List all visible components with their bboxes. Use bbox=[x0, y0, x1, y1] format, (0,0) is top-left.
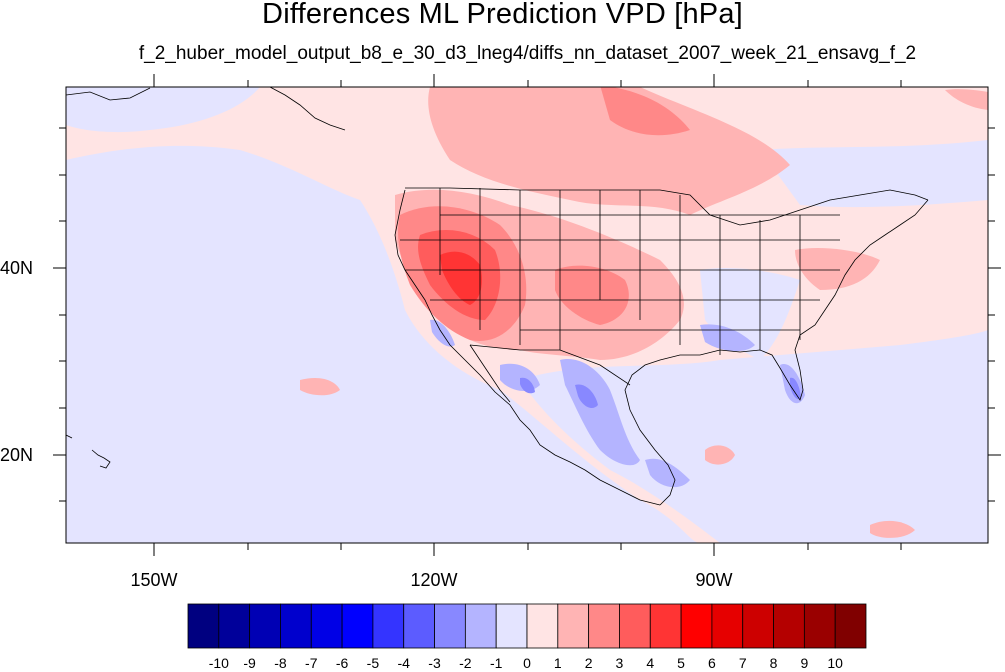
lon-label-120w: 120W bbox=[410, 570, 458, 590]
colorbar-tick-label: -2 bbox=[459, 655, 472, 671]
colorbar-swatch bbox=[310, 603, 343, 649]
colorbar-swatch bbox=[619, 603, 651, 649]
colorbar-tick-label: -10 bbox=[208, 655, 229, 671]
colorbar-tick-label: 2 bbox=[584, 655, 593, 671]
colorbar-tick-label: -4 bbox=[397, 655, 410, 671]
coastlines-and-borders bbox=[66, 87, 929, 506]
colorbar-tick-label: -1 bbox=[489, 655, 503, 671]
colorbar-swatch bbox=[588, 603, 620, 649]
colorbar-tick-label: 9 bbox=[800, 655, 809, 671]
colorbar-swatch bbox=[434, 603, 466, 649]
colorbar-tick-label: 0 bbox=[523, 655, 531, 671]
colorbar-tick-label: 10 bbox=[827, 655, 843, 671]
lon-label-150w: 150W bbox=[130, 570, 178, 590]
colorbar-swatch bbox=[649, 603, 682, 649]
colorbar-tick-label: -6 bbox=[335, 655, 349, 671]
colorbar-swatch bbox=[711, 603, 744, 649]
colorbar-tick-label: 8 bbox=[769, 655, 778, 671]
colorbar-swatch bbox=[249, 603, 281, 649]
map-frame bbox=[53, 74, 1001, 556]
colorbar-swatch bbox=[803, 603, 836, 649]
positive-max-regions bbox=[440, 251, 482, 305]
lat-label-40n: 40N bbox=[0, 258, 34, 278]
colorbar-tick-label: 7 bbox=[738, 655, 747, 671]
colorbar-tick-label: -9 bbox=[243, 655, 256, 671]
map-title: Differences ML Prediction VPD [hPa] bbox=[262, 0, 743, 30]
colorbar-swatch bbox=[834, 603, 867, 649]
colorbar-swatch bbox=[372, 603, 405, 649]
lat-label-20n: 20N bbox=[0, 445, 34, 465]
colorbar-swatch bbox=[403, 603, 435, 649]
colorbar-tick-label: -8 bbox=[274, 655, 287, 671]
axis-ticks bbox=[53, 74, 1001, 556]
vpd-difference-field bbox=[66, 87, 988, 543]
colorbar-swatch bbox=[218, 603, 251, 649]
colorbar-tick-label: 5 bbox=[677, 655, 685, 671]
colorbar-swatch bbox=[495, 603, 528, 649]
negative-strong-regions bbox=[520, 377, 801, 409]
colorbar-swatch bbox=[464, 603, 497, 649]
colorbar-swatch bbox=[526, 603, 559, 649]
lon-label-90w: 90W bbox=[695, 570, 733, 590]
colorbar-swatch bbox=[557, 603, 590, 649]
map-subtitle: f_2_huber_model_output_b8_e_30_d3_lneg4/… bbox=[138, 43, 917, 64]
negative-light-regions bbox=[66, 87, 988, 543]
colorbar-tick-label: 6 bbox=[708, 655, 716, 671]
colorbar-tick-label: -3 bbox=[428, 655, 441, 671]
colorbar-tick-label: 4 bbox=[646, 655, 655, 671]
colorbar bbox=[187, 603, 867, 649]
colorbar-swatch bbox=[742, 603, 774, 649]
colorbar-swatch bbox=[680, 603, 713, 649]
colorbar-tick-label: 3 bbox=[615, 655, 624, 671]
colorbar-tick-label: -7 bbox=[305, 655, 318, 671]
colorbar-swatch bbox=[187, 603, 220, 649]
colorbar-tick-label: -5 bbox=[366, 655, 380, 671]
colorbar-swatch bbox=[773, 603, 805, 649]
colorbar-tick-label: 1 bbox=[553, 655, 562, 671]
colorbar-swatch bbox=[341, 603, 374, 649]
colorbar-swatch bbox=[280, 603, 312, 649]
